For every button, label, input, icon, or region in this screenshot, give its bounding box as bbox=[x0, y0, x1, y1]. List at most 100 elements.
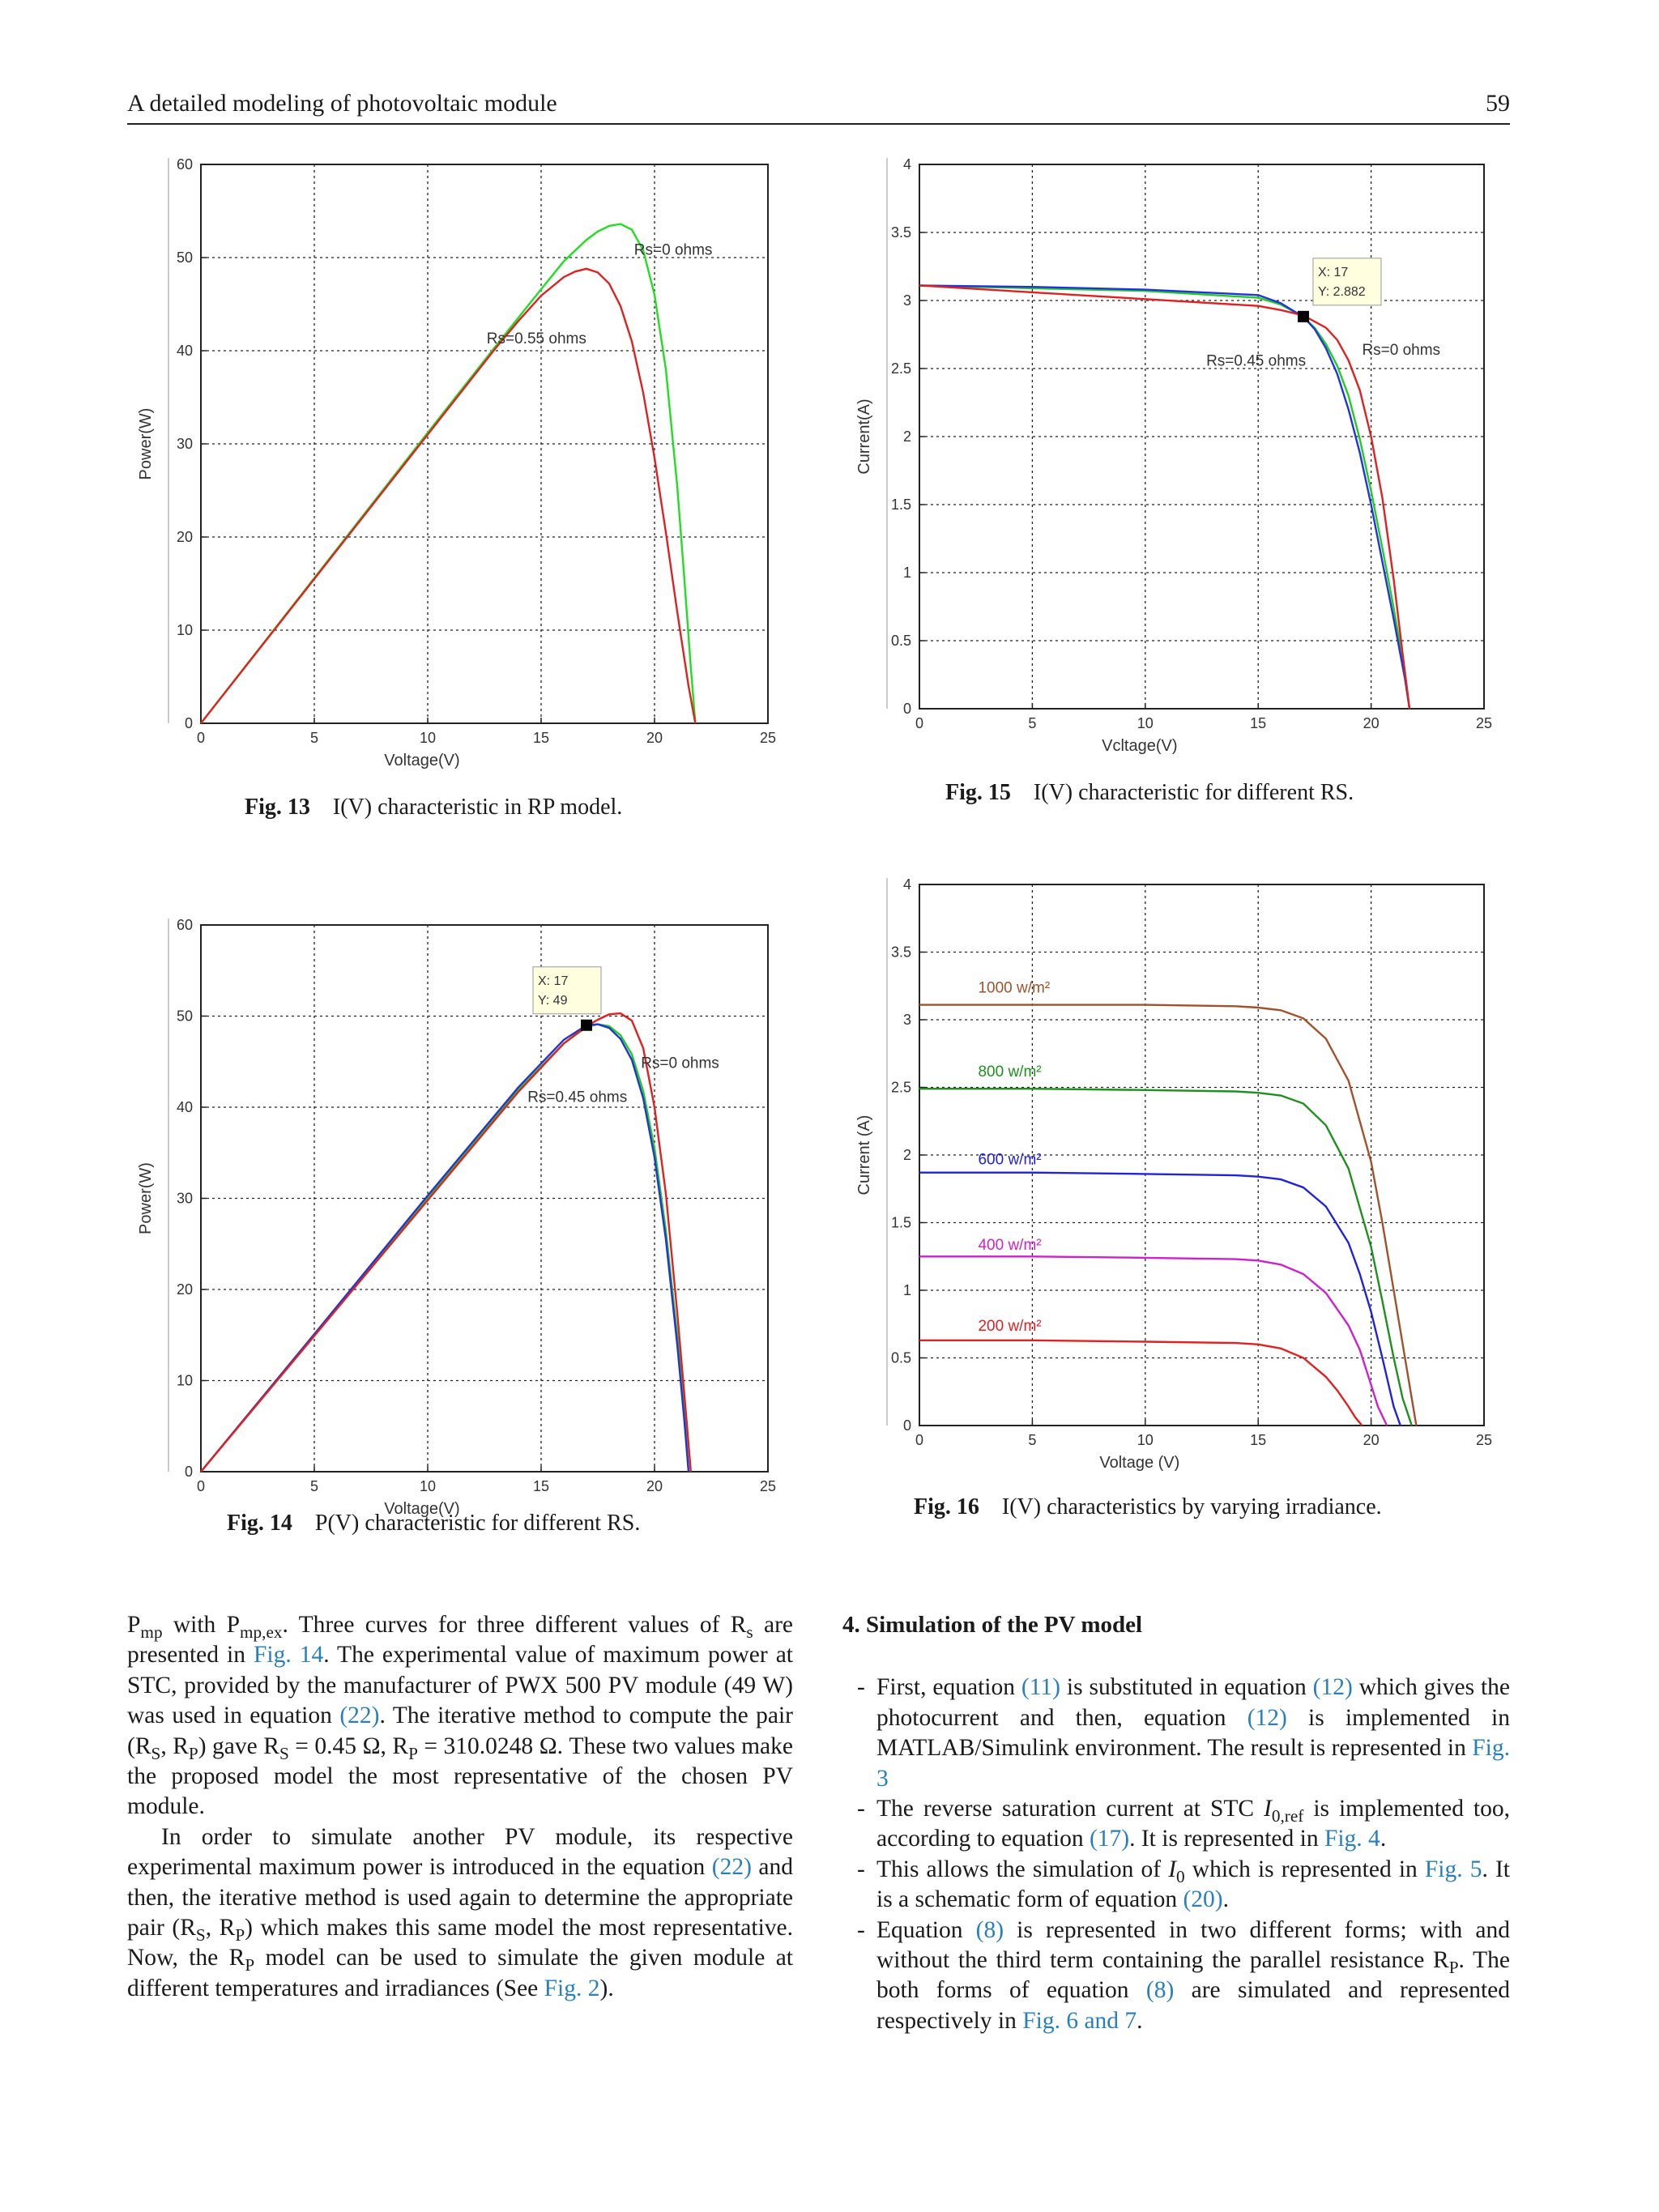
figure-15-caption: Fig. 15 I(V) characteristic for different… bbox=[945, 779, 1354, 807]
figure-13-svg: 0 5 10 15 20 25 0 10 20 30 40 50 60 Voltage(V) Power(W… bbox=[138, 156, 776, 769]
page-number: 59 bbox=[1486, 90, 1510, 117]
y-tick-label: 20 bbox=[177, 529, 193, 545]
x-tick-label: 0 bbox=[915, 715, 923, 731]
y-tick-label: 1.5 bbox=[891, 1215, 911, 1231]
x-tick-label: 20 bbox=[646, 730, 663, 746]
figure-16-svg: 0 5 10 15 20 25 0 0.5 1 1.5 2 2.5 3 3.5 4 Voltage (V) Cu… bbox=[855, 876, 1492, 1472]
y-tick-label: 20 bbox=[177, 1281, 193, 1298]
x-tick-label: 20 bbox=[1363, 1432, 1380, 1448]
y-tick-label: 50 bbox=[177, 249, 193, 266]
datatip-marker bbox=[1297, 310, 1309, 322]
y-axis-label: Power(W) bbox=[138, 1162, 155, 1234]
running-title: A detailed modeling of photovoltaic modu… bbox=[127, 90, 557, 117]
x-tick-label: 10 bbox=[1137, 1432, 1154, 1448]
y-tick-label: 50 bbox=[177, 1008, 193, 1025]
left-column: Pmp with Pmp,ex. Three curves for three … bbox=[127, 1610, 793, 2004]
y-tick-label: 0 bbox=[185, 1464, 193, 1480]
x-tick-label: 20 bbox=[1363, 715, 1380, 731]
y-tick-label: 0 bbox=[903, 1417, 911, 1434]
y-tick-label: 1.5 bbox=[891, 497, 911, 513]
x-tick-label: 15 bbox=[533, 730, 549, 746]
series-annotation: Rs=0 ohms bbox=[1362, 342, 1440, 359]
datatip-box bbox=[532, 966, 602, 1015]
x-tick-label: 15 bbox=[533, 1478, 549, 1494]
datatip-y: Y: 49 bbox=[538, 994, 568, 1008]
series-line bbox=[919, 284, 1411, 710]
x-tick-label: 0 bbox=[197, 1478, 205, 1494]
y-tick-label: 60 bbox=[177, 156, 193, 173]
x-tick-label: 10 bbox=[1137, 715, 1154, 731]
x-tick-label: 20 bbox=[646, 1478, 663, 1494]
datatip-box bbox=[1312, 258, 1382, 306]
y-tick-label: 3.5 bbox=[891, 224, 911, 241]
figure-14-svg: 0 5 10 15 20 25 0 10 20 30 40 50 60 Voltage(V) Power(W… bbox=[138, 917, 776, 1518]
y-tick-label: 30 bbox=[177, 1191, 193, 1207]
series-line bbox=[919, 284, 1411, 710]
list-item: This allows the simulation of I0 which i… bbox=[842, 1855, 1510, 1916]
paragraph: Pmp with Pmp,ex. Three curves for three … bbox=[127, 1612, 793, 1820]
caption-label: Fig. 15 bbox=[945, 780, 1011, 805]
list-item: First, equation (11) is substituted in e… bbox=[842, 1673, 1510, 1794]
y-tick-label: 40 bbox=[177, 343, 193, 359]
series-line bbox=[919, 1339, 1363, 1426]
y-tick-label: 0.5 bbox=[891, 633, 911, 649]
x-tick-label: 5 bbox=[310, 1478, 318, 1494]
y-tick-label: 3 bbox=[903, 1012, 911, 1028]
caption-text: I(V) characteristic in RP model. bbox=[332, 795, 623, 820]
list-item: Equation (8) is represented in two diffe… bbox=[842, 1916, 1510, 2037]
series-line bbox=[919, 284, 1411, 710]
series-annotation: 200 w/m² bbox=[978, 1318, 1041, 1335]
caption-label: Fig. 16 bbox=[914, 1494, 979, 1519]
y-tick-label: 3 bbox=[903, 292, 911, 309]
figure-14-chart: 0 5 10 15 20 25 0 10 20 30 40 50 60 Voltage(V) Power(W… bbox=[138, 907, 786, 1539]
datatip-x: X: 17 bbox=[1318, 266, 1348, 279]
datatip-y: Y: 2.882 bbox=[1318, 285, 1366, 299]
y-axis-label: Current (A) bbox=[855, 1115, 873, 1196]
x-tick-label: 5 bbox=[1028, 715, 1036, 731]
series-annotation: 1000 w/m² bbox=[978, 980, 1050, 997]
y-axis-label: Power(W) bbox=[138, 408, 155, 480]
caption-label: Fig. 13 bbox=[245, 795, 310, 820]
series-annotation: Rs=0.55 ohms bbox=[487, 330, 586, 347]
caption-text: I(V) characteristic for different RS. bbox=[1033, 780, 1354, 805]
paragraph: In order to simulate another PV module, … bbox=[127, 1823, 794, 2001]
figure-13-chart: 0 5 10 15 20 25 0 10 20 30 40 50 60 Voltage(V) Power(W… bbox=[138, 150, 786, 782]
list-item: The reverse saturation current at STC I0… bbox=[842, 1794, 1510, 1855]
x-tick-label: 10 bbox=[420, 1478, 436, 1494]
x-tick-label: 25 bbox=[760, 1478, 776, 1494]
y-tick-label: 40 bbox=[177, 1099, 193, 1115]
y-tick-label: 30 bbox=[177, 436, 193, 452]
series-line bbox=[200, 223, 697, 724]
x-tick-label: 0 bbox=[915, 1432, 923, 1448]
right-column: 4. Simulation of the PV model First, equ… bbox=[842, 1610, 1510, 2036]
series-annotation: 600 w/m² bbox=[978, 1152, 1041, 1169]
y-tick-label: 2 bbox=[903, 1147, 911, 1163]
series-line bbox=[200, 267, 697, 724]
y-tick-label: 3.5 bbox=[891, 944, 911, 961]
series-annotation: Rs=0.45 ohms bbox=[1206, 353, 1306, 370]
x-tick-label: 25 bbox=[760, 730, 776, 746]
caption-label: Fig. 14 bbox=[227, 1511, 292, 1536]
x-tick-label: 25 bbox=[1476, 1432, 1492, 1448]
y-tick-label: 2.5 bbox=[891, 1080, 911, 1096]
x-tick-label: 5 bbox=[1028, 1432, 1036, 1448]
y-tick-label: 10 bbox=[177, 622, 193, 638]
caption-text: I(V) characteristics by varying irradian… bbox=[1001, 1494, 1382, 1519]
y-tick-label: 0 bbox=[185, 715, 193, 731]
series-line bbox=[200, 1023, 690, 1473]
y-tick-label: 1 bbox=[903, 565, 911, 581]
x-tick-label: 5 bbox=[310, 730, 318, 746]
y-axis-label: Current(A) bbox=[855, 399, 873, 474]
y-tick-label: 4 bbox=[903, 156, 911, 173]
figure-13-caption: Fig. 13 I(V) characteristic in RP model. bbox=[245, 794, 622, 821]
running-head: A detailed modeling of photovoltaic modu… bbox=[127, 87, 1510, 125]
y-tick-label: 4 bbox=[903, 876, 911, 893]
x-axis-label: Voltage (V) bbox=[1099, 1454, 1179, 1472]
series-line bbox=[919, 1171, 1401, 1426]
x-axis-label: Voltage(V) bbox=[384, 1500, 459, 1518]
y-tick-label: 2.5 bbox=[891, 360, 911, 377]
figure-16-chart: 0 5 10 15 20 25 0 0.5 1 1.5 2 2.5 3 3.5 4 Voltage (V) Cu… bbox=[855, 875, 1503, 1507]
x-tick-label: 0 bbox=[197, 730, 205, 746]
y-tick-label: 60 bbox=[177, 917, 193, 933]
y-tick-label: 10 bbox=[177, 1373, 193, 1389]
